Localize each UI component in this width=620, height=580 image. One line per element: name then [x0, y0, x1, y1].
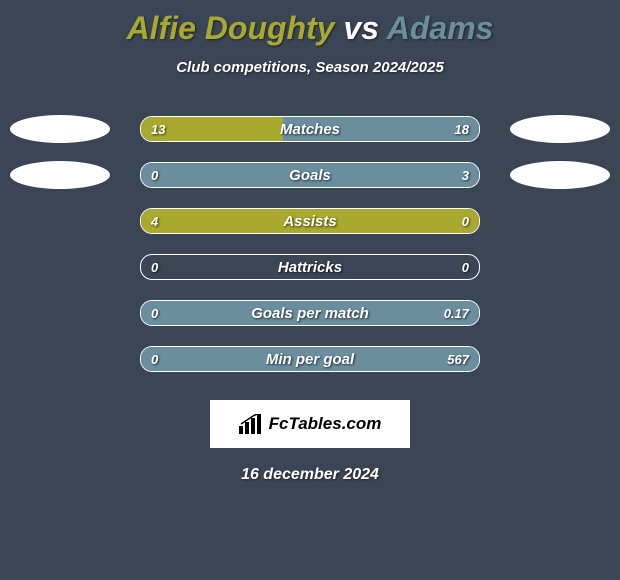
- stat-label: Min per goal: [141, 347, 479, 371]
- stat-row: 00.17Goals per match: [0, 290, 620, 336]
- player-badge-left: [10, 115, 110, 143]
- comparison-chart: 1318Matches 03Goals 40Assists 00Hattricks 00…: [0, 106, 620, 382]
- date-label: 16 december 2024: [0, 466, 620, 484]
- logo-text: FcTables.com: [269, 414, 382, 434]
- stat-row: 03Goals: [0, 152, 620, 198]
- logo-box: FcTables.com: [210, 400, 410, 448]
- page-title: Alfie Doughty vs Adams: [0, 0, 620, 47]
- title-player-right: Adams: [387, 10, 494, 46]
- stat-row: 0567Min per goal: [0, 336, 620, 382]
- player-badge-left: [10, 161, 110, 189]
- title-player-left: Alfie Doughty: [127, 10, 335, 46]
- title-vs: vs: [343, 10, 379, 46]
- stat-label: Hattricks: [141, 255, 479, 279]
- stat-bar-track: 40Assists: [140, 208, 480, 234]
- stat-bar-track: 0567Min per goal: [140, 346, 480, 372]
- stat-bar-track: 1318Matches: [140, 116, 480, 142]
- stat-label: Goals: [141, 163, 479, 187]
- stat-bar-track: 00.17Goals per match: [140, 300, 480, 326]
- stat-row: 00Hattricks: [0, 244, 620, 290]
- stat-bar-track: 03Goals: [140, 162, 480, 188]
- stat-label: Matches: [141, 117, 479, 141]
- stat-row: 40Assists: [0, 198, 620, 244]
- stat-bar-track: 00Hattricks: [140, 254, 480, 280]
- player-badge-right: [510, 161, 610, 189]
- subtitle: Club competitions, Season 2024/2025: [0, 59, 620, 76]
- fctables-icon: [239, 414, 263, 434]
- player-badge-right: [510, 115, 610, 143]
- stat-label: Goals per match: [141, 301, 479, 325]
- stat-label: Assists: [141, 209, 479, 233]
- stat-row: 1318Matches: [0, 106, 620, 152]
